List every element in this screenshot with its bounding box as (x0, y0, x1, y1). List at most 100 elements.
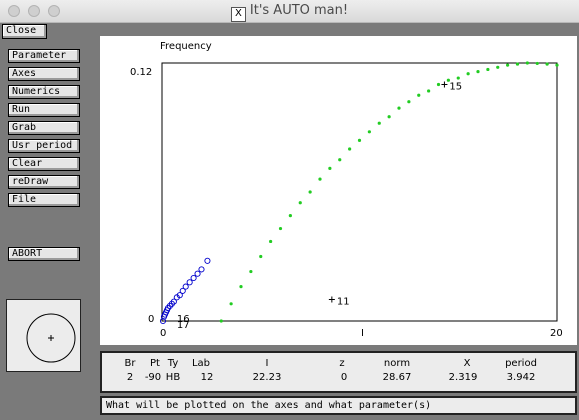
x-tick-left: 0 (160, 328, 166, 339)
green-data-point (377, 121, 381, 125)
blue-data-point (170, 298, 177, 305)
blue-data-point (190, 274, 197, 282)
green-data-point (515, 62, 520, 66)
numerics-button[interactable]: Numerics (8, 85, 80, 99)
col-period-header: period (505, 358, 537, 369)
green-data-point (446, 78, 450, 82)
col-z-header: z (339, 358, 345, 369)
blue-data-point (182, 283, 189, 290)
x11-icon: X (230, 7, 246, 22)
point-label: 17 (177, 320, 190, 331)
grab-button[interactable]: Grab (8, 121, 80, 135)
green-data-point (555, 63, 559, 67)
green-data-point (288, 214, 292, 218)
col-period-value: 3.942 (506, 372, 536, 383)
x-tick-right: 20 (550, 328, 563, 339)
col-norm-value: 28.67 (382, 372, 412, 383)
green-data-point (506, 63, 510, 67)
green-data-point (367, 130, 371, 134)
green-data-point (348, 147, 352, 151)
point-label: 11 (337, 297, 350, 308)
blue-data-point (179, 287, 186, 294)
col-i-header: I (265, 358, 269, 369)
green-data-point (318, 177, 322, 181)
point-label: 16 (177, 314, 190, 325)
col-ty-value: HB (165, 372, 181, 383)
run-button[interactable]: Run (8, 103, 80, 117)
green-data-point (436, 82, 441, 87)
series-blue (159, 257, 211, 325)
green-data-point (357, 138, 362, 142)
abort-button[interactable]: ABORT (8, 247, 80, 261)
green-data-point (427, 89, 431, 93)
file-button[interactable]: File (8, 193, 80, 207)
window-title-wrap: X It's AUTO man! (0, 3, 579, 22)
axes-button[interactable]: Axes (8, 67, 80, 81)
col-ty-header: Ty (167, 358, 179, 369)
green-data-point (466, 72, 470, 76)
green-data-point (298, 201, 302, 205)
series-green (219, 61, 559, 323)
green-data-point (486, 67, 490, 72)
y-tick-top: 0.12 (130, 67, 152, 78)
close-button[interactable]: Close (2, 24, 47, 39)
green-data-point (229, 302, 233, 306)
plot-panel[interactable]: Frequency 0.12 0 0 20 I 15 11 16 17 (100, 36, 577, 345)
green-data-point (535, 61, 539, 66)
col-pt-value: -90 (144, 372, 162, 383)
plot-xlabel: I (361, 328, 364, 339)
green-data-point (525, 61, 529, 65)
plot-ylabel: Frequency (160, 41, 212, 52)
parameter-button[interactable]: Parameter (8, 49, 80, 63)
col-br-value: 2 (126, 372, 134, 383)
green-data-point (387, 115, 391, 119)
clear-button[interactable]: Clear (8, 157, 80, 171)
green-data-point (259, 254, 263, 259)
info-panel: Br Pt Ty Lab I z norm X period 2 -90 HB … (100, 351, 577, 393)
blue-data-point (204, 257, 211, 264)
close-window-button[interactable] (8, 5, 20, 17)
blue-data-point (194, 270, 201, 277)
blue-data-point (198, 266, 205, 273)
col-lab-header: Lab (191, 358, 211, 369)
green-data-point (338, 158, 342, 162)
title-bar: X It's AUTO man! (0, 0, 579, 23)
green-data-point (545, 62, 549, 66)
green-data-point (269, 239, 273, 244)
col-x-value: 2.319 (448, 372, 478, 383)
col-z-value: 0 (340, 372, 348, 383)
green-data-point (397, 106, 401, 110)
message-bar: What will be plotted on the axes and wha… (100, 396, 577, 415)
green-data-point (456, 76, 460, 80)
blue-data-point (176, 292, 183, 299)
window-title: It's AUTO man! (249, 3, 349, 18)
col-norm-header: norm (383, 358, 411, 369)
green-data-point (249, 269, 253, 274)
y-tick-bottom: 0 (148, 314, 154, 325)
plot-frame (161, 62, 558, 322)
green-data-point (278, 226, 283, 231)
redraw-button[interactable]: reDraw (8, 175, 80, 189)
col-i-value: 22.23 (252, 372, 282, 383)
green-data-point (496, 65, 500, 69)
rotation-panel[interactable] (6, 299, 81, 372)
usr-period-button[interactable]: Usr period (8, 139, 80, 153)
green-data-point (239, 285, 243, 289)
zoom-window-button[interactable] (48, 5, 60, 17)
green-data-point (328, 166, 332, 170)
col-lab-value: 12 (200, 372, 214, 383)
blue-data-point (159, 317, 167, 325)
point-label: 15 (449, 82, 462, 93)
green-data-point (308, 190, 312, 194)
minimize-window-button[interactable] (28, 5, 40, 17)
green-data-point (407, 100, 411, 104)
rotation-dial-icon (26, 313, 76, 363)
blue-data-point (186, 279, 193, 286)
green-data-point (476, 70, 480, 74)
col-x-header: X (463, 358, 471, 369)
green-data-point (219, 319, 223, 323)
col-pt-header: Pt (150, 358, 160, 369)
